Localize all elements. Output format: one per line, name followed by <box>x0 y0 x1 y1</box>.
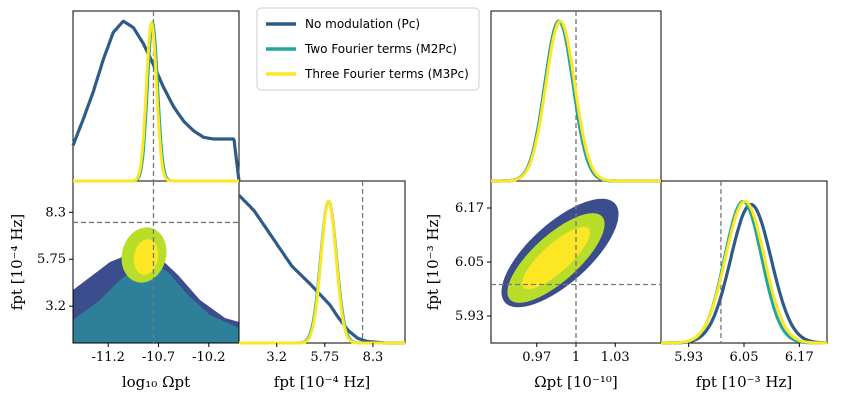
right-f-ytick-label: 6.05 <box>455 255 484 270</box>
left-omega-tick-label: -10.7 <box>142 350 175 365</box>
right-right-panel-frame <box>660 180 828 344</box>
left-corner: -11.2 -10.7 -10.2 3.2 3.2 5.75 5.75 8.3 8.3 log₁… <box>8 10 406 391</box>
left-f-xtick-label: 5.75 <box>310 350 339 365</box>
left-f-xtick-label: 8.3 <box>363 350 384 365</box>
right-f-ytick-label: 5.93 <box>455 309 484 324</box>
right-xlabel-f: fpt [10⁻³ Hz] <box>696 373 792 391</box>
right-f-pc-curve <box>660 202 828 345</box>
right-omega-tick-label: 1.03 <box>601 350 630 365</box>
left-f-pc-curve <box>237 194 406 345</box>
right-f-xtick-label: 6.05 <box>730 350 759 365</box>
left-xlabel-omega: log₁₀ Ωpt <box>122 373 190 391</box>
right-m-contour-inner <box>521 226 591 290</box>
right-f-m2pc-curve <box>660 199 828 345</box>
right-joint-contours <box>501 198 619 308</box>
left-f-m3pc-curve <box>238 200 406 345</box>
left-omega-m3pc-curve <box>72 21 240 183</box>
left-f-xtick-label: 3.2 <box>266 350 287 365</box>
legend-label-pc: No modulation (Pc) <box>305 17 420 31</box>
left-m-contour-inner <box>133 239 159 275</box>
right-xlabel-omega: Ωpt [10⁻¹⁰] <box>534 373 618 391</box>
right-f-xtick-label: 5.93 <box>674 350 703 365</box>
right-omega-tick-label: 1 <box>572 350 580 365</box>
left-axis-ticks: -11.2 -10.7 -10.2 3.2 3.2 5.75 5.75 8.3 8.3 <box>37 205 383 365</box>
right-corner: 0.97 1 1.03 5.93 5.93 6.05 6.05 6.17 6.17 Ωpt [1… <box>424 10 828 391</box>
left-omega-tick-label: -10.2 <box>192 350 225 365</box>
left-pc-contour-inner <box>73 262 239 343</box>
left-omega-tick-label: -11.2 <box>92 350 125 365</box>
left-right-panel-frame <box>238 180 406 344</box>
left-f-ytick-label: 3.2 <box>45 299 66 314</box>
right-omega-marginal-curves <box>490 19 662 183</box>
left-omega-marginal-curves <box>71 19 241 183</box>
right-f-ytick-label: 6.17 <box>455 201 484 216</box>
right-f-marginal-curves <box>660 199 828 345</box>
left-joint-contours <box>73 227 239 343</box>
left-xlabel-f: fpt [10⁻⁴ Hz] <box>274 373 370 391</box>
legend-box <box>256 7 480 91</box>
left-f-ytick-label: 5.75 <box>37 252 66 267</box>
left-ylabel-f: fpt [10⁻⁴ Hz] <box>8 214 26 310</box>
left-f-ytick-label: 8.3 <box>45 205 66 220</box>
left-f-marginal-curves <box>237 194 406 345</box>
right-f-xtick-label: 6.17 <box>785 350 814 365</box>
right-ylabel-f: fpt [10⁻³ Hz] <box>424 214 442 310</box>
legend-label-m3pc: Three Fourier terms (M3Pc) <box>304 67 469 81</box>
legend-label-m2pc: Two Fourier terms (M2Pc) <box>304 42 457 56</box>
right-omega-m3pc-curve <box>490 19 662 183</box>
legend: No modulation (Pc) Two Fourier terms (M2… <box>256 7 480 91</box>
right-omega-tick-label: 0.97 <box>522 350 551 365</box>
right-f-m3pc-curve <box>660 199 828 345</box>
right-axis-ticks: 0.97 1 1.03 5.93 5.93 6.05 6.05 6.17 6.17 <box>455 201 814 365</box>
